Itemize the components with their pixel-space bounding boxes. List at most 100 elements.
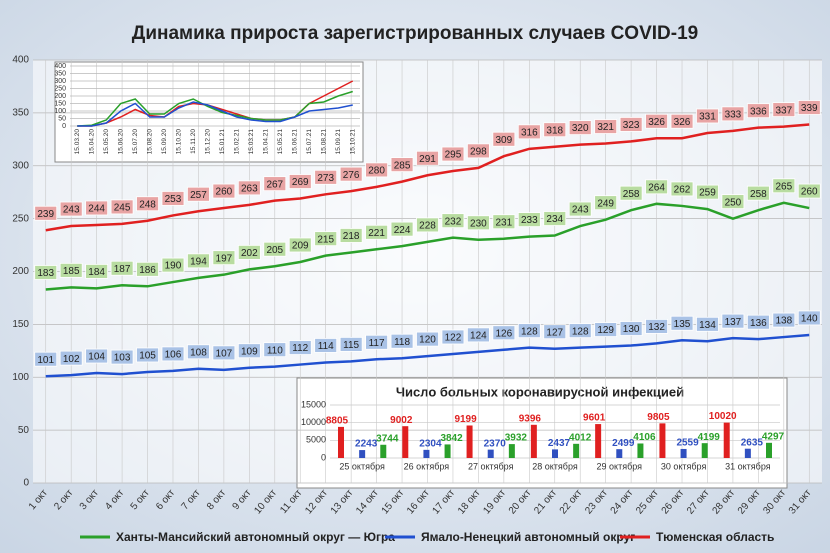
value-label: 134 bbox=[699, 320, 716, 331]
bar bbox=[680, 448, 687, 458]
value-label: 205 bbox=[266, 245, 283, 256]
value-label-box bbox=[161, 191, 185, 206]
value-label: 118 bbox=[394, 337, 410, 348]
x-tick-label: 15.06.21 bbox=[291, 129, 298, 155]
value-label: 250 bbox=[725, 197, 742, 208]
bar bbox=[338, 426, 344, 458]
x-tick-label: 15.05.20 bbox=[103, 129, 110, 155]
value-label-box bbox=[263, 342, 287, 358]
value-label-box bbox=[85, 264, 109, 279]
value-label: 3932 bbox=[505, 433, 528, 444]
value-label: 135 bbox=[674, 319, 691, 330]
value-label: 215 bbox=[317, 234, 334, 245]
value-label: 128 bbox=[572, 326, 589, 337]
y-tick-label: 100 bbox=[54, 108, 66, 115]
value-label-box bbox=[721, 194, 745, 210]
value-label: 231 bbox=[496, 217, 513, 228]
value-label: 280 bbox=[368, 166, 385, 177]
bar bbox=[466, 425, 473, 458]
y-tick-label: 0 bbox=[62, 123, 66, 130]
value-label-box bbox=[187, 344, 210, 360]
x-tick-label: 15.08.20 bbox=[146, 129, 153, 155]
value-label: 9601 bbox=[583, 413, 606, 424]
series-line bbox=[45, 123, 810, 232]
value-label-box bbox=[517, 124, 541, 140]
y-tick-label: 150 bbox=[54, 100, 66, 107]
value-label: 291 bbox=[419, 154, 436, 165]
value-label-box bbox=[619, 117, 643, 132]
value-label: 187 bbox=[114, 264, 131, 275]
y-tick-label: 15000 bbox=[301, 399, 326, 409]
value-label: 244 bbox=[88, 204, 105, 215]
y-tick-label: 150 bbox=[12, 319, 29, 330]
value-label: 267 bbox=[266, 179, 283, 190]
value-label-box bbox=[670, 181, 694, 197]
value-label-box bbox=[288, 340, 312, 355]
y-tick-label: 50 bbox=[18, 425, 30, 436]
value-label: 323 bbox=[623, 120, 640, 131]
value-label: 209 bbox=[292, 241, 309, 252]
value-label-box bbox=[543, 211, 567, 226]
value-label-box bbox=[59, 350, 83, 366]
value-label: 110 bbox=[267, 345, 283, 356]
value-label: 4012 bbox=[569, 432, 592, 443]
value-label-box bbox=[696, 184, 719, 200]
y-tick-label: 400 bbox=[12, 55, 29, 66]
value-label: 265 bbox=[775, 181, 792, 192]
value-label: 9199 bbox=[454, 414, 477, 425]
x-tick-label: 15.05.21 bbox=[277, 129, 284, 155]
value-label: 3842 bbox=[440, 433, 463, 444]
y-tick-label: 100 bbox=[12, 372, 29, 383]
value-label-box bbox=[339, 228, 363, 243]
value-label: 8805 bbox=[326, 416, 349, 427]
inset-bar-chart bbox=[296, 377, 788, 489]
value-label-box bbox=[467, 215, 490, 231]
bar bbox=[659, 423, 666, 458]
value-label-box bbox=[237, 343, 261, 359]
value-label-box bbox=[136, 261, 159, 277]
value-label-box bbox=[645, 113, 668, 129]
value-label: 339 bbox=[801, 103, 818, 114]
legend-label: Тюменская область bbox=[656, 530, 774, 544]
value-label: 337 bbox=[775, 105, 792, 116]
value-label-box bbox=[772, 312, 796, 328]
bar bbox=[744, 448, 751, 458]
value-label: 112 bbox=[292, 343, 308, 354]
value-label: 128 bbox=[521, 326, 538, 337]
x-tick-label: 15.11.20 bbox=[190, 129, 197, 154]
value-label-box bbox=[467, 327, 490, 343]
value-label-box bbox=[619, 185, 643, 201]
value-label-box bbox=[136, 196, 159, 212]
bar bbox=[380, 444, 387, 458]
value-label: 105 bbox=[139, 351, 156, 362]
value-label-box bbox=[237, 180, 261, 196]
bar bbox=[508, 444, 515, 458]
value-label: 228 bbox=[419, 221, 436, 232]
x-tick-label: 15.10.20 bbox=[175, 129, 182, 155]
y-tick-label: 400 bbox=[54, 63, 66, 70]
value-label-box bbox=[314, 231, 338, 247]
value-label: 257 bbox=[190, 190, 207, 201]
value-label: 285 bbox=[394, 160, 411, 171]
inset-line-chart bbox=[54, 61, 364, 163]
value-label: 326 bbox=[674, 117, 691, 128]
value-label: 2437 bbox=[548, 438, 571, 449]
value-label-box bbox=[59, 262, 83, 278]
value-label-box bbox=[746, 314, 770, 330]
value-label-box bbox=[136, 347, 159, 363]
value-label-box bbox=[365, 224, 388, 240]
value-label: 127 bbox=[546, 327, 563, 338]
x-tick-label: 15.03.20 bbox=[74, 129, 81, 155]
value-label: 295 bbox=[445, 150, 462, 161]
value-label: 197 bbox=[216, 253, 233, 264]
value-label-box bbox=[696, 108, 719, 124]
value-label: 137 bbox=[725, 317, 742, 328]
value-label: 140 bbox=[801, 314, 818, 325]
x-tick-label: 29 октября bbox=[597, 461, 643, 471]
value-label-box bbox=[467, 143, 490, 159]
bar bbox=[723, 422, 730, 458]
value-label: 316 bbox=[521, 127, 538, 138]
value-label: 269 bbox=[292, 177, 309, 188]
value-label: 245 bbox=[114, 203, 131, 214]
